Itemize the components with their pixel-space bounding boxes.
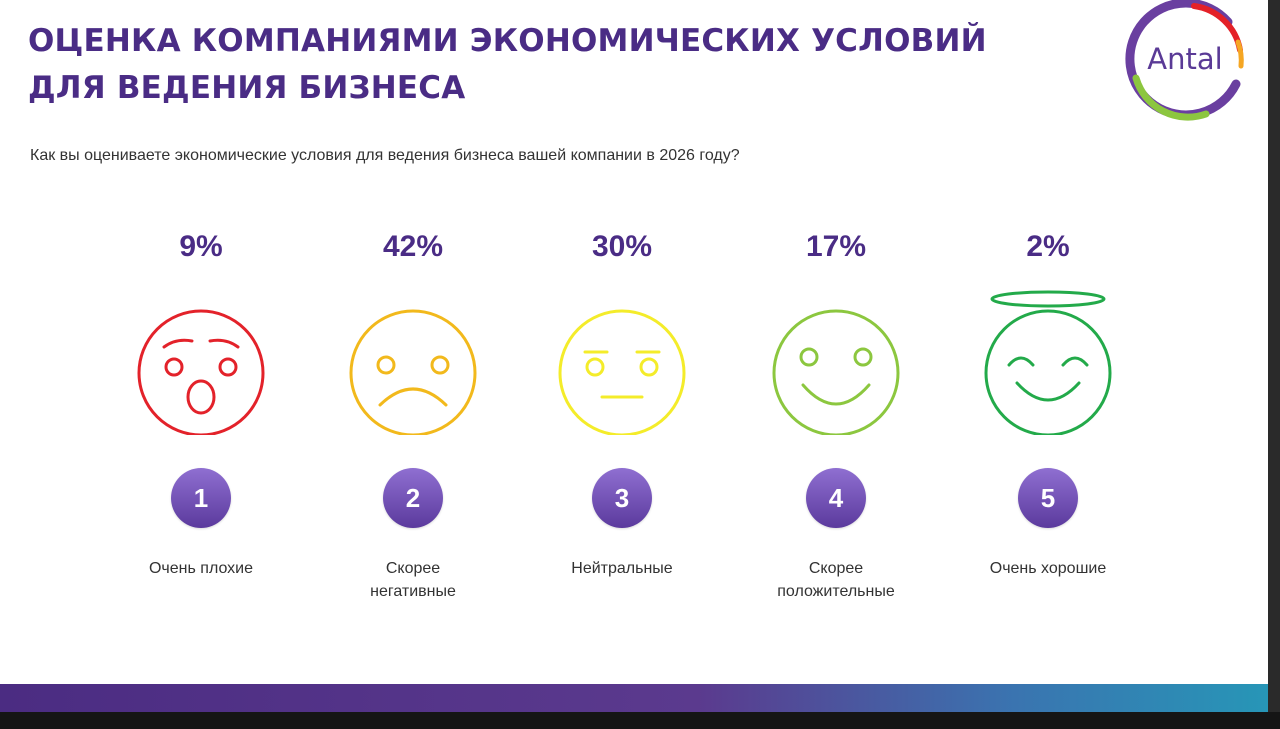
rating-label: Скорее положительные [777,560,895,600]
rating-number-badge: 2 [383,468,443,528]
rating-label: Очень плохие [148,560,254,577]
survey-chart: 9% 1 Очень плохие 42% 2 Скорее негативные 30% 3… [101,225,1148,625]
rating-number-badge: 4 [806,468,866,528]
rating-column-3: 30% 3 Нейтральные [522,225,722,625]
percent-label: 42% [382,230,444,263]
percent-label: 30% [591,230,653,263]
sad-face-icon [348,285,478,437]
percent-label: 17% [805,230,867,263]
rating-column-5: 2% 5 Очень хорошие [948,225,1148,625]
rating-label: Очень хорошие [989,560,1107,577]
rating-number-badge: 3 [592,468,652,528]
rating-label: Нейтральные [571,560,673,577]
rating-column-4: 17% 4 Скорее положительные [736,225,936,625]
page-title: ОЦЕНКА КОМПАНИЯМИ ЭКОНОМИЧЕСКИХ УСЛОВИЙ … [28,18,987,112]
page-title-line: ДЛЯ ВЕДЕНИЯ БИЗНЕСА [28,70,466,106]
neutral-face-icon [557,285,687,437]
page-title-line: ОЦЕНКА КОМПАНИЯМИ ЭКОНОМИЧЕСКИХ УСЛОВИЙ [28,23,987,59]
logo-text: Antal [1147,42,1223,76]
percent-label: 2% [1026,230,1070,263]
rating-column-1: 9% 1 Очень плохие [101,225,301,625]
antal-logo: Antal [1110,0,1268,140]
survey-question: Как вы оцениваете экономические условия … [30,147,740,164]
footer-bar [0,684,1268,712]
shocked-face-icon [136,285,266,437]
rating-column-2: 42% 2 Скорее негативные [313,225,513,625]
rating-number-badge: 1 [171,468,231,528]
window-edge-bottom [0,712,1280,729]
window-edge [1268,0,1280,729]
rating-label: Скорее негативные [370,560,456,600]
logo-ring-icon [1113,0,1257,132]
slide: ОЦЕНКА КОМПАНИЯМИ ЭКОНОМИЧЕСКИХ УСЛОВИЙ … [0,0,1268,712]
percent-label: 9% [179,230,223,263]
happy-angel-face-icon [983,285,1113,437]
rating-number-badge: 5 [1018,468,1078,528]
smiling-face-icon [771,285,901,437]
